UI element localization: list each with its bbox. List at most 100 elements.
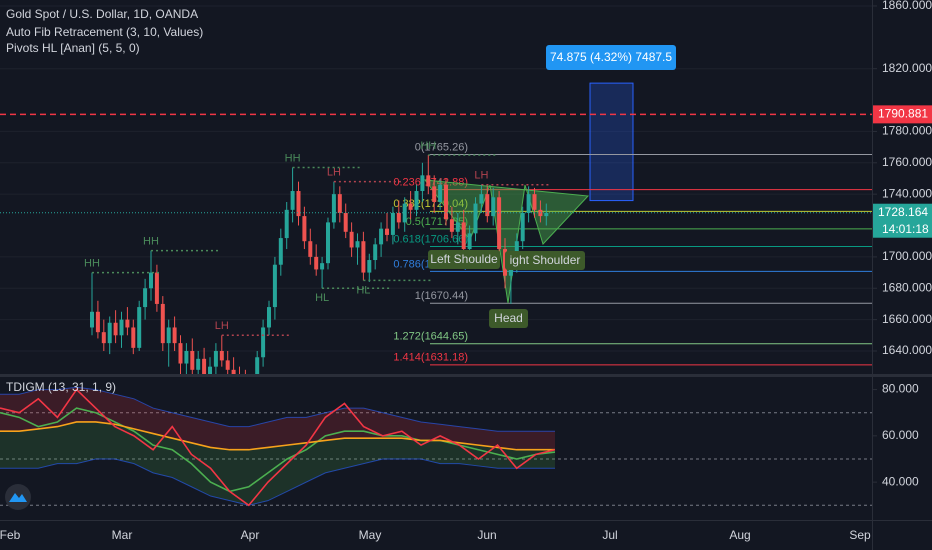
candle-body bbox=[172, 327, 177, 344]
candle-body bbox=[143, 288, 148, 308]
countdown-label: 14:01:18 bbox=[882, 222, 929, 236]
candle-body bbox=[101, 332, 106, 344]
y-tick-label: 1680.000 bbox=[882, 280, 932, 294]
measure-label-box bbox=[546, 45, 676, 70]
indicator-title: TDIGM (13, 31, 1, 9) bbox=[6, 380, 116, 394]
y-tick-label: 80.000 bbox=[882, 382, 919, 396]
candle-body bbox=[190, 350, 195, 370]
candle-body bbox=[213, 350, 218, 367]
pivot-label: LH bbox=[474, 170, 488, 182]
candle-body bbox=[479, 194, 484, 204]
last-price-box bbox=[873, 203, 932, 238]
candle-body bbox=[95, 311, 100, 333]
pattern-label: Head bbox=[494, 311, 523, 325]
candle-body bbox=[520, 212, 525, 242]
pattern-label-box bbox=[428, 250, 500, 269]
y-tick-label: 1740.000 bbox=[882, 186, 932, 200]
lower-band-fill bbox=[0, 421, 555, 506]
candle-body bbox=[202, 358, 207, 374]
candle-body bbox=[125, 319, 130, 328]
candle-body bbox=[314, 256, 319, 270]
candle-body bbox=[508, 264, 513, 276]
y-tick-label: 1640.000 bbox=[882, 343, 932, 357]
candle-body bbox=[532, 194, 537, 210]
indicator-line bbox=[0, 458, 555, 506]
x-tick-label: Feb bbox=[0, 528, 21, 542]
pattern-label: Left Shoulde bbox=[430, 252, 498, 266]
logo-icon bbox=[9, 493, 27, 502]
candle-body bbox=[349, 231, 354, 248]
indicator-legend: Pivots HL [Anan] (5, 5, 0) bbox=[6, 41, 140, 55]
candle-body bbox=[326, 222, 330, 264]
candle-body bbox=[184, 350, 189, 364]
candle-body bbox=[343, 212, 348, 232]
candle-body bbox=[249, 382, 253, 395]
y-tick-label: 40.000 bbox=[882, 474, 919, 488]
indicator-pane bbox=[0, 386, 872, 507]
candle-body bbox=[160, 303, 165, 344]
candle-body bbox=[438, 184, 443, 202]
candle-body bbox=[255, 357, 260, 374]
candle-body bbox=[113, 322, 118, 336]
indicator-line bbox=[0, 421, 555, 451]
candle-body bbox=[491, 197, 496, 217]
y-tick-label: 1780.000 bbox=[882, 124, 932, 138]
alert-label-box bbox=[873, 105, 932, 124]
candle-body bbox=[166, 327, 171, 344]
candle-body bbox=[231, 369, 236, 374]
candle-body bbox=[131, 327, 136, 348]
candle-body bbox=[261, 327, 266, 358]
candle-body bbox=[473, 203, 478, 234]
candle-body bbox=[420, 175, 425, 192]
fib-label: 1(1670.44) bbox=[415, 290, 468, 302]
candle-body bbox=[302, 216, 307, 242]
candle-body bbox=[243, 385, 247, 394]
fib-label: 0.236(1742.88) bbox=[393, 177, 468, 189]
candle-body bbox=[432, 186, 437, 202]
candle-body bbox=[107, 322, 112, 344]
candle-body bbox=[272, 264, 277, 308]
candle-body bbox=[402, 203, 407, 223]
price-pane: 0(1765.26)0.236(1742.88)0.382(1729.04)0.… bbox=[0, 5, 872, 395]
candle-body bbox=[278, 238, 283, 265]
candle-body bbox=[367, 260, 372, 273]
candle-body bbox=[544, 212, 549, 217]
candle-body bbox=[337, 194, 342, 213]
indicator-line bbox=[0, 386, 555, 432]
candle-body bbox=[196, 358, 201, 370]
measure-box bbox=[589, 82, 634, 202]
y-tick-label: 1820.000 bbox=[882, 61, 932, 75]
candle-body bbox=[414, 191, 419, 210]
y-tick-label: 60.000 bbox=[882, 428, 919, 442]
last-price-label: 1728.164 bbox=[878, 205, 928, 219]
candle-body bbox=[320, 263, 325, 270]
pivot-label: HL bbox=[315, 292, 329, 304]
candle-body bbox=[426, 175, 431, 187]
symbol-title: Gold Spot / U.S. Dollar, 1D, OANDA bbox=[6, 7, 198, 21]
pivot-label: LH bbox=[327, 167, 341, 179]
pivot-label: HH bbox=[420, 140, 436, 152]
candle-body bbox=[149, 272, 153, 289]
candle-body bbox=[444, 184, 448, 220]
x-tick-label: Jun bbox=[477, 528, 496, 542]
upper-band-fill bbox=[0, 387, 555, 450]
x-tick-label: Apr bbox=[241, 528, 260, 542]
candle-body bbox=[331, 194, 336, 223]
candle-body bbox=[267, 307, 271, 328]
pivot-label: HH bbox=[84, 257, 100, 269]
y-tick-label: 1860.000 bbox=[882, 0, 932, 12]
candle-body bbox=[526, 194, 531, 213]
candle-body bbox=[290, 191, 295, 210]
candle-body bbox=[390, 212, 395, 235]
candle-body bbox=[137, 307, 142, 348]
fib-label: 1.272(1644.65) bbox=[393, 331, 468, 343]
candle-body bbox=[208, 366, 212, 374]
candle-body bbox=[497, 197, 502, 250]
pattern-label: ight Shoulder bbox=[510, 253, 581, 267]
fib-label: 1.414(1631.18) bbox=[393, 352, 468, 364]
measure-label: 74.875 (4.32%) 7487.5 bbox=[550, 50, 672, 64]
candle-body bbox=[408, 203, 413, 210]
y-tick-label: 1760.000 bbox=[882, 155, 932, 169]
candle-body bbox=[154, 272, 159, 304]
